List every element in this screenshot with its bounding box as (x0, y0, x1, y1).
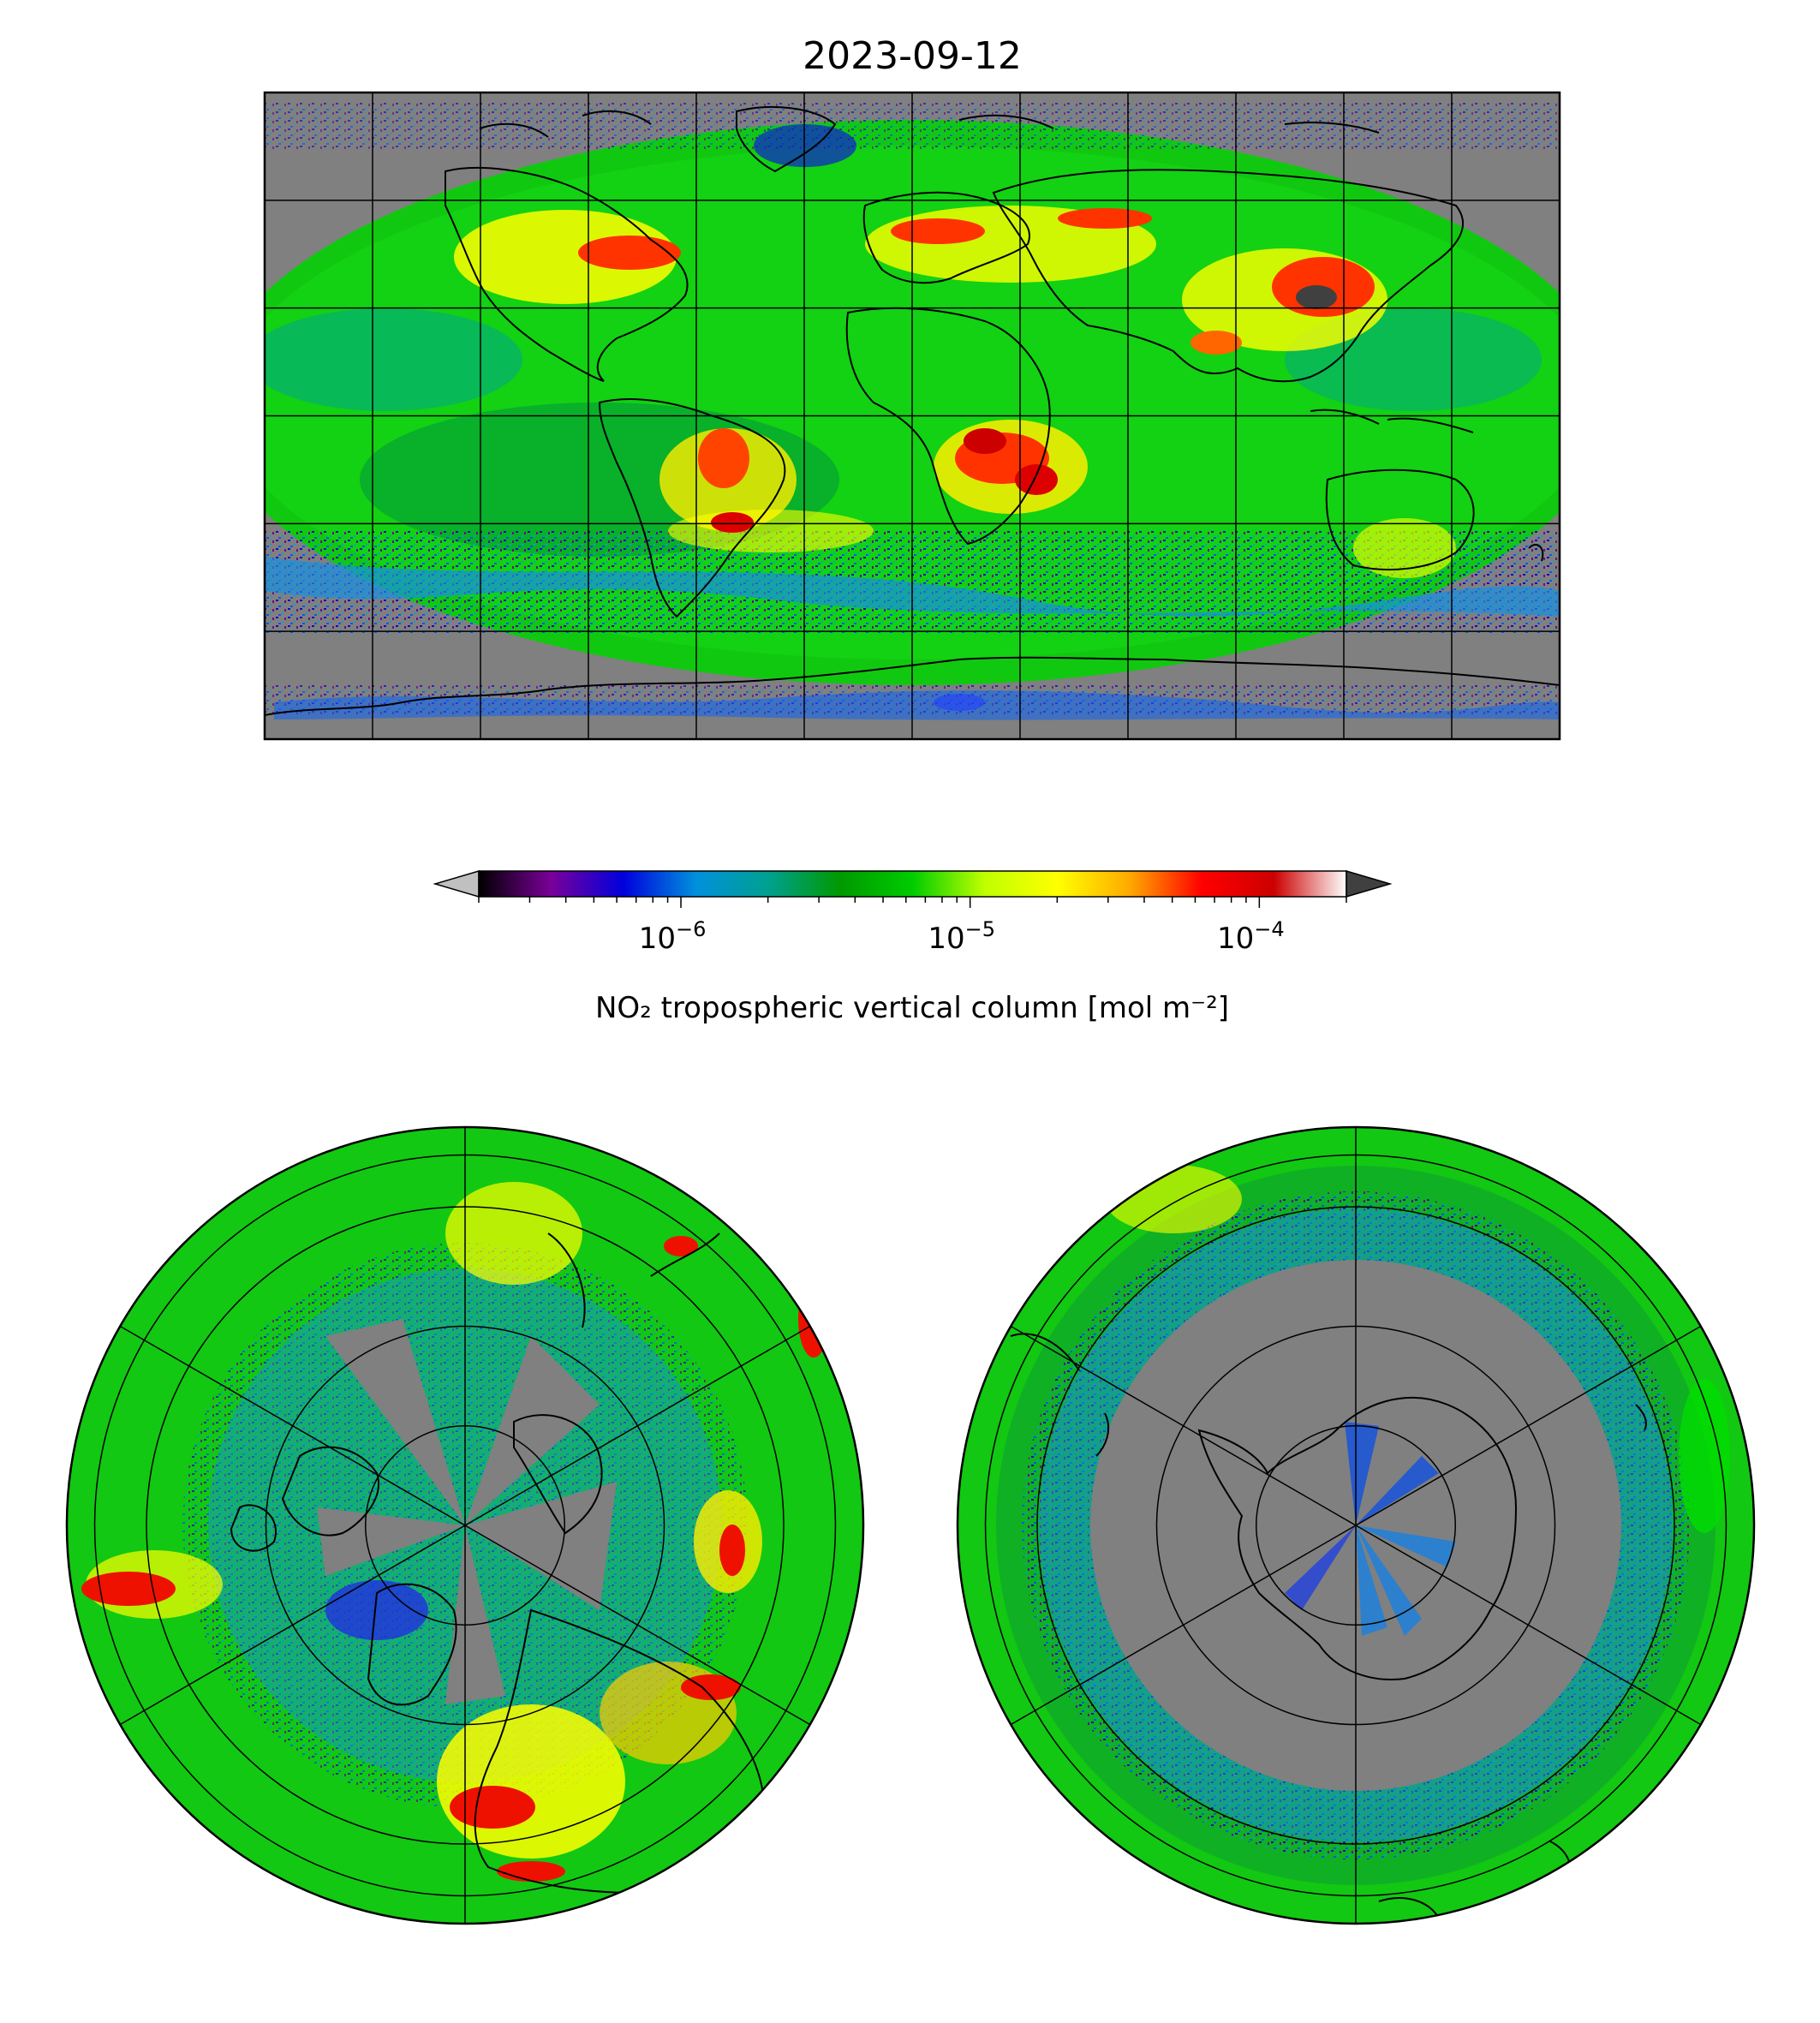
colorbar-ticks: 10−6 10−5 10−4 (478, 897, 1347, 956)
north-map-frame (65, 1125, 865, 1925)
map-frame (263, 91, 1561, 741)
field-moderate (454, 206, 1456, 578)
meridian-line (464, 1525, 811, 1726)
colorbar: 10−6 10−5 10−4 NO₂ tropospheric vertical c… (433, 869, 1393, 1025)
graticule (265, 92, 1560, 739)
colorbar-tick-label: 10−4 (1217, 917, 1285, 956)
south-polar-map (956, 1125, 1756, 1925)
tick-exponent: −5 (965, 917, 995, 941)
colorbar-tick-label: 10−6 (639, 917, 707, 956)
colorbar-gradient (478, 870, 1347, 898)
north-polar-map (65, 1125, 865, 1925)
meridian-line (1355, 1525, 1702, 1726)
north-graticule (93, 1127, 837, 1924)
global-map (263, 91, 1561, 741)
colorbar-label: NO₂ tropospheric vertical column [mol m⁻… (595, 991, 1229, 1025)
colorbar-extend-over (1346, 869, 1393, 898)
tick-exponent: −6 (676, 917, 706, 941)
meridian-line (1010, 1325, 1357, 1526)
over-range-patch (1296, 285, 1337, 309)
meridian-line (119, 1525, 466, 1726)
south-graticule (984, 1127, 1728, 1924)
meridian-line (119, 1325, 466, 1526)
tick-base: 10 (1217, 922, 1254, 956)
colorbar-extend-under (433, 869, 480, 898)
tick-exponent: −4 (1254, 917, 1284, 941)
tick-base: 10 (639, 922, 676, 956)
meridian-line (464, 1325, 811, 1526)
figure-title: 2023-09-12 (803, 34, 1022, 78)
south-map-frame (956, 1125, 1756, 1925)
meridian-line (1355, 1325, 1702, 1526)
colorbar-tick-label: 10−5 (928, 917, 995, 956)
tick-base: 10 (928, 922, 964, 956)
meridian-line (1010, 1525, 1357, 1726)
